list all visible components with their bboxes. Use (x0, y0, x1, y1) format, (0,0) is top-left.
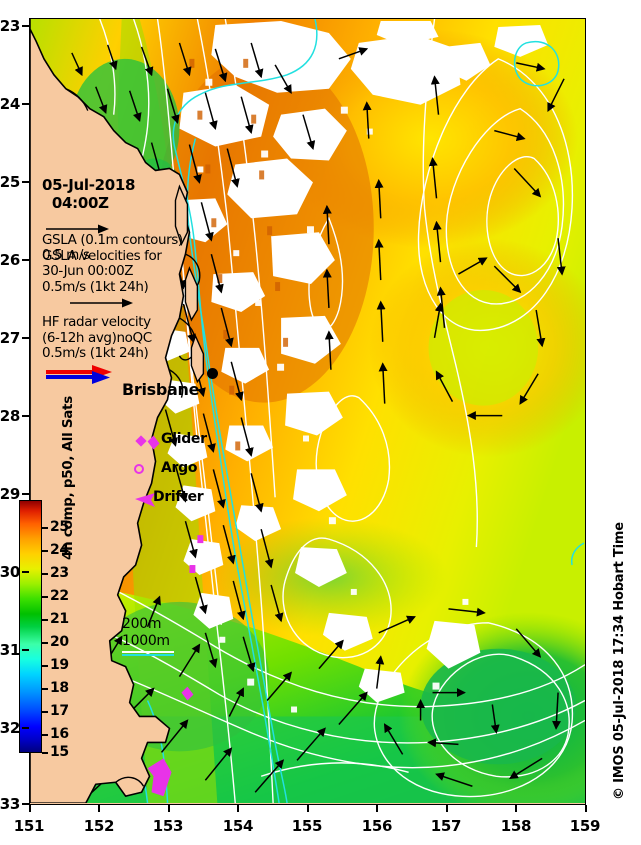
land-coastline-layer (30, 19, 205, 804)
y-tick-label: -31 (0, 641, 20, 659)
x-tick-label: 154 (222, 817, 254, 835)
colorbar-tick-label: 17 (50, 703, 69, 719)
argo-label: Argo (161, 460, 198, 476)
y-tick-label: -33 (0, 795, 20, 813)
colorbar-title: 4h comp, p50, All Sats (60, 396, 76, 560)
filament-speckle (189, 58, 289, 451)
gsla-legend-text: GSLA (0.1m contours) GSLA velocities for… (42, 232, 183, 295)
y-tick-label: -30 (0, 563, 20, 581)
colorbar-tick-label: 24 (50, 542, 69, 558)
hf-radar-scale-arrows (46, 365, 112, 384)
gsla-scale-arrow (46, 224, 109, 234)
y-tick-label: -23 (0, 17, 20, 35)
x-tick-label: 157 (430, 817, 462, 835)
bathy-1000m-swatch (122, 654, 174, 656)
x-tick-label: 151 (13, 817, 45, 835)
colorbar-tick-label: 15 (50, 744, 69, 760)
x-tick-label: 156 (361, 817, 393, 835)
bathy-1000m-label: 1000m (122, 633, 170, 649)
drifter-label: Drifter (153, 489, 204, 505)
gsla-scale-arrow-2 (70, 298, 133, 308)
y-tick-label: -26 (0, 251, 20, 269)
y-tick-label: -32 (0, 719, 20, 737)
y-tick-label: -25 (0, 173, 20, 191)
y-tick-label: -24 (0, 95, 20, 113)
x-tick-label: 158 (500, 817, 532, 835)
bathymetry-key: 200m 1000m (122, 616, 174, 656)
x-tick-label: 155 (291, 817, 323, 835)
gsla-scale-overlay-text: 0.5 m/s (42, 247, 90, 263)
brisbane-label: Brisbane (122, 380, 200, 399)
platform-marker-layer[interactable] (30, 19, 585, 803)
x-tick-label: 159 (569, 817, 601, 835)
argo-icon (134, 464, 144, 474)
colorbar-tick-label: 23 (50, 565, 69, 581)
colorbar-tick-label: 18 (50, 680, 69, 696)
map-plot-area[interactable]: 05-Jul-2018 04:00Z GSLA (0.1m contours) … (29, 18, 586, 805)
x-tick-label: 153 (152, 817, 184, 835)
bathy-200m-label: 200m (122, 616, 162, 632)
timestamp-label: 05-Jul-2018 04:00Z (42, 176, 136, 212)
colorbar-tick-label: 25 (50, 519, 69, 535)
sst-colorbar (19, 500, 42, 753)
velocity-vector-layer (71, 42, 566, 795)
drifter-icon (135, 493, 155, 507)
brisbane-city-marker (207, 368, 218, 379)
y-tick-label: -28 (0, 407, 20, 425)
bathy-200m-swatch (122, 651, 174, 653)
y-tick-label: -29 (0, 485, 20, 503)
colorbar-tick-label: 19 (50, 657, 69, 673)
colorbar-tick-label: 22 (50, 588, 69, 604)
colorbar-tick-label: 21 (50, 611, 69, 627)
y-tick-label: -27 (0, 329, 20, 347)
x-tick-label: 152 (83, 817, 115, 835)
colorbar-tick-label: 16 (50, 726, 69, 742)
hf-radar-legend-text: HF radar velocity (6-12h avg)noQC 0.5m/s… (42, 314, 152, 361)
copyright-credit: © IMOS 05-Jul-2018 17:34 Hobart Time (612, 522, 627, 800)
colorbar-tick-label: 20 (50, 634, 69, 650)
glider-label: Glider (161, 431, 207, 447)
